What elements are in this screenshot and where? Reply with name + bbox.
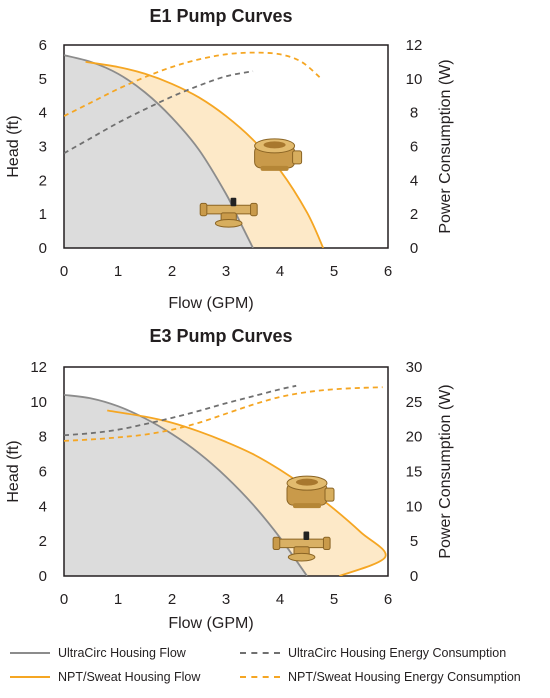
y-tick-label: 12	[30, 359, 47, 376]
y2-tick-label: 8	[410, 105, 418, 122]
npt-sweat-housing-energy-consumption-line	[64, 386, 383, 442]
legend-swatch-ultracirc-energy	[240, 652, 280, 654]
x-tick-label: 5	[330, 263, 338, 280]
fitting-right-nut	[322, 536, 331, 551]
y-tick-label: 3	[39, 139, 47, 156]
fitting-right-nut	[250, 202, 258, 217]
y2-tick-label: 0	[410, 568, 418, 585]
fitting-valve-handle	[230, 197, 237, 207]
y2-tick-label: 2	[410, 206, 418, 223]
y2-tick-label: 12	[406, 37, 423, 54]
y2-tick-label: 10	[406, 71, 423, 88]
x-axis-label: Flow (GPM)	[168, 295, 253, 312]
housing-port	[324, 487, 335, 502]
fitting-flange	[214, 219, 243, 228]
y-tick-label: 4	[39, 105, 47, 122]
housing-pictures	[272, 475, 335, 562]
legend-label-npt-energy: NPT/Sweat Housing Energy Consumption	[288, 670, 521, 684]
y-tick-label: 0	[39, 568, 47, 585]
x-tick-label: 6	[384, 263, 392, 280]
legend-label-npt-flow: NPT/Sweat Housing Flow	[58, 670, 201, 684]
y-tick-label: 5	[39, 71, 47, 88]
x-tick-label: 4	[276, 263, 284, 280]
legend-label-ultracirc-energy: UltraCirc Housing Energy Consumption	[288, 646, 507, 660]
x-tick-label: 5	[330, 591, 338, 608]
y2-tick-label: 5	[410, 533, 418, 550]
legend-item-npt-flow: NPT/Sweat Housing Flow	[10, 670, 200, 684]
x-tick-label: 0	[60, 591, 68, 608]
npt-sweat-housing-energy-consumption-line	[64, 51, 322, 117]
y2-tick-label: 6	[410, 139, 418, 156]
x-tick-label: 3	[222, 591, 230, 608]
x-tick-label: 1	[114, 591, 122, 608]
y2-tick-label: 25	[406, 394, 423, 411]
y-tick-label: 6	[39, 464, 47, 481]
npt-sweat-housing-flow-line	[85, 61, 325, 248]
housing-pictures	[199, 138, 303, 228]
legend-swatch-ultracirc-flow	[10, 652, 50, 654]
ultracirc-housing-flow-fill	[64, 394, 307, 576]
fitting-flange	[287, 552, 316, 562]
x-tick-label: 4	[276, 591, 284, 608]
npt-sweat-housing-flow-line	[107, 409, 387, 576]
ultracirc-housing-flow-line	[64, 393, 308, 576]
y-tick-label: 2	[39, 533, 47, 550]
housing-base	[260, 165, 289, 171]
x-tick-label: 2	[168, 263, 176, 280]
y2-axis-label: Power Consumption (W)	[437, 59, 454, 233]
ultracirc-housing-energy-consumption-line	[64, 384, 297, 437]
y2-tick-label: 4	[410, 172, 418, 189]
x-tick-label: 3	[222, 263, 230, 280]
legend-item-ultracirc-flow: UltraCirc Housing Flow	[10, 646, 186, 660]
chart-title: E3 Pump Curves	[149, 326, 292, 346]
y-tick-label: 4	[39, 498, 47, 515]
housing-port	[292, 150, 303, 165]
housing-bore	[263, 141, 286, 149]
ultracirc-housing-flow-fill	[64, 55, 253, 248]
y-tick-label: 2	[39, 172, 47, 189]
x-tick-label: 1	[114, 263, 122, 280]
housing-base	[293, 503, 321, 509]
y2-axis-label: Power Consumption (W)	[437, 384, 454, 558]
plot-frame	[63, 44, 389, 249]
fitting-left-nut	[199, 202, 208, 217]
y-tick-label: 10	[30, 394, 47, 411]
housing-bore	[296, 478, 318, 486]
legend-swatch-npt-flow	[10, 676, 50, 678]
legend-swatch-npt-energy	[240, 676, 280, 678]
y2-tick-label: 0	[410, 240, 418, 257]
x-tick-label: 6	[384, 591, 392, 608]
y2-tick-label: 30	[406, 359, 423, 376]
y2-tick-label: 10	[406, 498, 423, 515]
plot-frame	[63, 366, 389, 577]
x-axis-label: Flow (GPM)	[168, 615, 253, 632]
chart-title: E1 Pump Curves	[149, 6, 292, 26]
fitting-valve-handle	[303, 531, 310, 541]
legend-label-ultracirc-flow: UltraCirc Housing Flow	[58, 646, 186, 660]
y-axis-label: Head (ft)	[5, 115, 22, 177]
y-tick-label: 8	[39, 429, 47, 446]
legend: UltraCirc Housing Flow UltraCirc Housing…	[0, 640, 550, 698]
legend-item-ultracirc-energy: UltraCirc Housing Energy Consumption	[240, 646, 506, 660]
y2-tick-label: 20	[406, 429, 423, 446]
y-tick-label: 6	[39, 37, 47, 54]
y2-tick-label: 15	[406, 464, 423, 481]
y-axis-label: Head (ft)	[5, 440, 22, 502]
x-tick-label: 2	[168, 591, 176, 608]
fitting-left-nut	[272, 536, 281, 551]
legend-item-npt-energy: NPT/Sweat Housing Energy Consumption	[240, 670, 521, 684]
y-tick-label: 1	[39, 206, 47, 223]
y-tick-label: 0	[39, 240, 47, 257]
x-tick-label: 0	[60, 263, 68, 280]
